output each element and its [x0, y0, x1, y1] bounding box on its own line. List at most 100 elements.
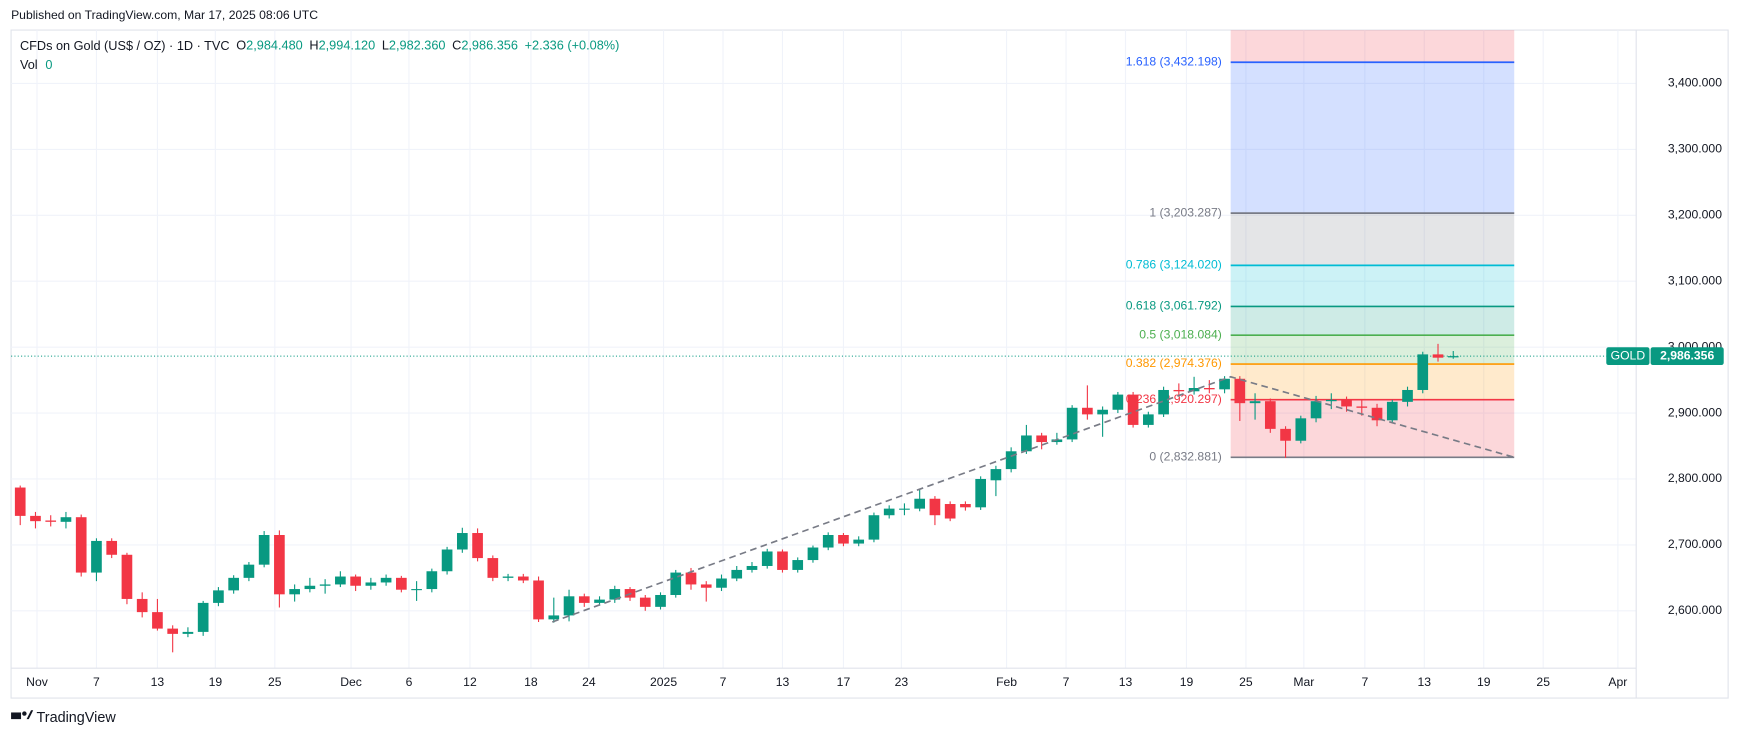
x-tick-label: 19 — [1180, 675, 1194, 689]
candle-body — [152, 612, 163, 629]
x-tick-label: 23 — [895, 675, 909, 689]
trend-line — [551, 375, 1515, 623]
symbol-title: CFDs on Gold (US$ / OZ) · 1D · TVC — [20, 38, 230, 53]
candle-body — [655, 594, 666, 607]
x-tick-label: 13 — [776, 675, 790, 689]
ohlc-value: 2,984.480 — [246, 38, 303, 53]
candle-body — [365, 582, 377, 586]
x-tick-label: 13 — [151, 675, 165, 689]
candle-body — [106, 540, 118, 555]
tv-logo — [11, 710, 34, 720]
candle-body — [1082, 407, 1093, 415]
volume-label: Vol — [20, 57, 38, 72]
candle-body — [274, 535, 285, 595]
candle-body — [197, 602, 209, 632]
volume-value: 0 — [45, 57, 52, 72]
fib-label: 0.382 (2,974.376) — [1126, 356, 1222, 370]
y-tick-label: 2,900.000 — [1668, 405, 1722, 419]
fib-zone — [1230, 306, 1515, 336]
candle-body — [578, 596, 590, 603]
candle-body — [1219, 378, 1230, 390]
candle-body — [182, 631, 194, 634]
x-tick-label: 19 — [1477, 675, 1491, 689]
candle-body — [228, 577, 239, 591]
x-tick-label: 7 — [720, 675, 727, 689]
candle-body — [1325, 399, 1337, 402]
candle-body — [335, 576, 346, 585]
candle-body — [456, 533, 468, 550]
change: +2.336 (+0.08%) — [525, 38, 620, 53]
candle-body — [60, 517, 72, 522]
candle-body — [1143, 414, 1154, 425]
candle-body — [929, 498, 941, 516]
x-tick-label: 2025 — [650, 675, 677, 689]
candle-body — [258, 535, 270, 565]
candle-body — [777, 551, 788, 570]
candle-body — [136, 598, 148, 613]
brand: TradingView — [37, 710, 117, 726]
candle-body — [1158, 389, 1169, 415]
fib-label: 0.786 (3,124.020) — [1126, 258, 1222, 272]
candle-body — [350, 576, 361, 586]
candle-body — [1341, 399, 1352, 407]
candle-body — [30, 515, 41, 522]
candle-body — [975, 478, 986, 508]
ohlc-key: C — [452, 38, 461, 53]
x-tick-label: 25 — [1536, 675, 1550, 689]
candle-body — [1021, 435, 1032, 452]
candle-body — [1005, 451, 1017, 470]
ohlc-value: 2,982.360 — [389, 38, 446, 53]
candle-body — [411, 589, 422, 591]
candle-body — [75, 517, 87, 573]
candle-body — [792, 560, 804, 570]
candle-body — [1188, 388, 1200, 392]
symbol-badge-text: GOLD — [1611, 348, 1646, 362]
candle-body — [1249, 401, 1261, 404]
fib-label: 0 (2,832.881) — [1149, 450, 1221, 464]
candle-body — [121, 554, 133, 599]
candle-body — [1066, 407, 1078, 440]
candle-body — [639, 597, 651, 607]
candle-body — [670, 572, 682, 595]
candle-body — [1402, 389, 1413, 402]
candle-body — [243, 564, 255, 578]
candle-body — [960, 504, 971, 508]
candle-body — [1447, 356, 1459, 358]
candle-body — [533, 580, 544, 620]
candle-body — [304, 585, 316, 590]
ohlc-key: O — [236, 38, 246, 53]
y-tick-label: 2,800.000 — [1668, 471, 1722, 485]
candle-body — [746, 565, 758, 570]
candle-body — [685, 572, 697, 585]
candle-body — [1356, 406, 1368, 408]
candle-body — [914, 498, 926, 509]
x-tick-label: 7 — [1063, 675, 1070, 689]
candle-body — [990, 469, 1002, 481]
candle-body — [1280, 428, 1291, 441]
candle-body — [1051, 439, 1063, 443]
fib-zone — [1230, 213, 1515, 266]
candle-body — [1310, 401, 1322, 419]
ohlc-value: 2,994.120 — [319, 38, 376, 53]
x-tick-label: 19 — [209, 675, 223, 689]
y-tick-label: 3,300.000 — [1668, 142, 1722, 156]
x-tick-label: Dec — [340, 675, 362, 689]
x-tick-label: 13 — [1119, 675, 1133, 689]
fib-label: 0.5 (3,018.084) — [1139, 327, 1222, 341]
symbol-badge — [1606, 347, 1650, 365]
x-tick-label: 7 — [1361, 675, 1368, 689]
fib-zone — [1230, 265, 1515, 307]
x-tick-label: 6 — [406, 675, 413, 689]
x-tick-label: Nov — [26, 675, 49, 689]
fib-zone — [1230, 335, 1515, 365]
fib-zone — [1230, 30, 1515, 63]
candle-body — [899, 508, 910, 510]
candle-body — [563, 596, 575, 616]
candle-body — [594, 599, 605, 603]
candle-body — [1264, 401, 1276, 429]
x-tick-label: 13 — [1418, 675, 1432, 689]
candle-body — [319, 584, 331, 586]
candle-body — [838, 535, 849, 544]
ohlc-key: L — [382, 38, 389, 53]
